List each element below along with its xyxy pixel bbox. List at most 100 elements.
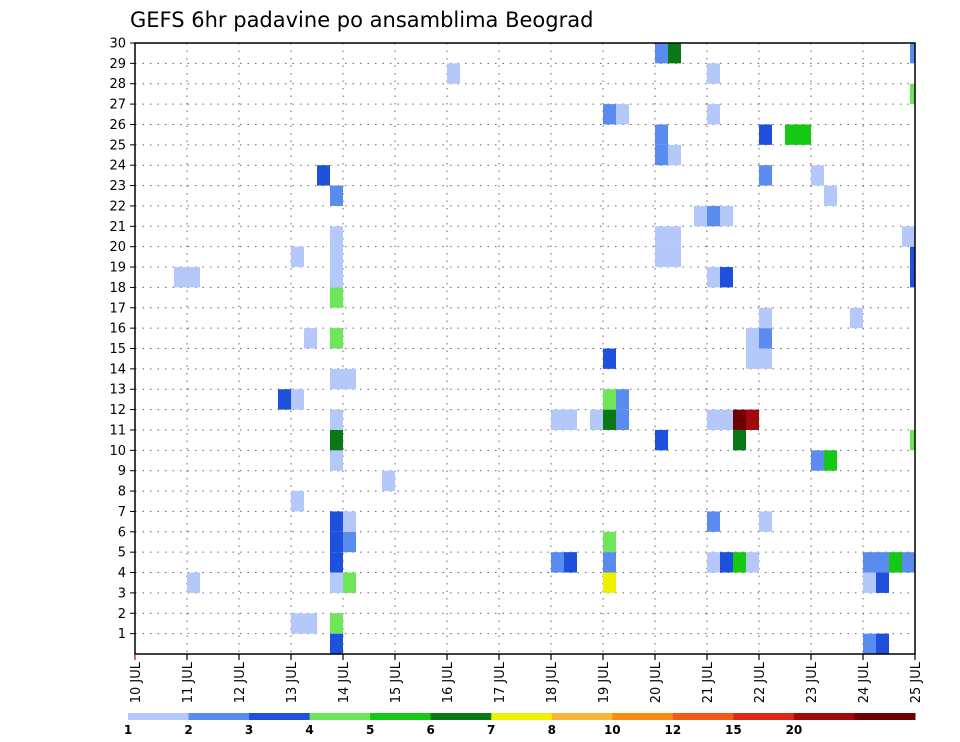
heatmap-cell — [707, 104, 720, 125]
y-tick-label: 7 — [118, 505, 126, 520]
heatmap-cell — [720, 267, 733, 288]
heatmap-cell — [655, 124, 668, 145]
heatmap-cell — [655, 43, 668, 64]
heatmap-cell — [343, 572, 356, 593]
heatmap-cell — [330, 450, 343, 471]
colorbar-label: 15 — [725, 723, 742, 737]
heatmap-cell — [694, 205, 707, 227]
heatmap-cell — [551, 552, 564, 573]
x-tick-label: 16 JUL — [441, 661, 456, 703]
colorbar-label: 3 — [245, 723, 253, 737]
heatmap-cell — [603, 409, 616, 430]
heatmap-cell — [616, 104, 629, 125]
colorbar-swatch — [551, 713, 613, 720]
y-tick-label: 8 — [118, 485, 126, 500]
heatmap-cell — [603, 348, 616, 369]
x-tick-label: 17 JUL — [493, 661, 508, 703]
x-tick-label: 19 JUL — [597, 661, 612, 703]
heatmap-cell — [811, 165, 824, 186]
heatmap-cell — [707, 552, 720, 573]
heatmap-cell — [876, 552, 889, 573]
colorbar-swatch — [672, 713, 734, 720]
colorbar-swatch — [128, 713, 190, 720]
y-tick-label: 21 — [109, 220, 126, 235]
heatmap-cell — [824, 185, 837, 206]
x-axis: 10 JUL 11 JUL 12 JUL 13 JUL 14 JUL 15 JUL 16 J… — [129, 654, 924, 703]
heatmap-cell — [733, 429, 746, 451]
colorbar-swatch — [854, 713, 916, 720]
heatmap-cell — [889, 552, 902, 573]
heatmap-cell — [343, 531, 356, 553]
heatmap-cell — [759, 307, 772, 329]
heatmap-cell — [811, 450, 824, 471]
heatmap-cell — [759, 328, 772, 349]
heatmap-cell — [910, 83, 915, 105]
colorbar-label: 2 — [184, 723, 192, 737]
heatmap-cell — [330, 409, 343, 430]
colorbar-swatch — [612, 713, 674, 720]
heatmap-cell — [863, 633, 876, 654]
heatmap-cell — [759, 124, 772, 145]
colorbar-label: 20 — [786, 723, 803, 737]
heatmap-cell — [174, 267, 187, 288]
heatmap-cell — [330, 531, 343, 553]
colorbar-swatch — [188, 713, 250, 720]
heatmap-cell — [850, 307, 863, 329]
heatmap-cell — [902, 552, 915, 573]
y-tick-label: 26 — [109, 118, 126, 133]
heatmap-cells — [174, 43, 915, 654]
heatmap-cell — [655, 429, 668, 451]
heatmap-cell — [824, 450, 837, 471]
heatmap-cell — [330, 572, 343, 593]
x-tick-label: 22 JUL — [753, 661, 768, 703]
heatmap-cell — [759, 165, 772, 186]
heatmap-cell — [668, 246, 681, 268]
heatmap-cell — [603, 531, 616, 553]
heatmap-cell — [707, 267, 720, 288]
x-tick-label: 21 JUL — [701, 661, 716, 703]
x-tick-label: 12 JUL — [233, 661, 248, 703]
heatmap-cell — [876, 633, 889, 654]
y-tick-label: 15 — [109, 342, 126, 357]
colorbar-label: 5 — [366, 723, 374, 737]
colorbar-swatch — [370, 713, 432, 720]
heatmap-cell — [603, 104, 616, 125]
heatmap-cell — [720, 552, 733, 573]
heatmap-cell — [707, 409, 720, 430]
y-axis: 1234567891011121314151617181920212223242… — [109, 37, 135, 642]
heatmap-cell — [746, 552, 759, 573]
x-tick-label: 14 JUL — [337, 661, 352, 703]
y-tick-label: 2 — [118, 607, 126, 622]
heatmap-cell — [746, 328, 759, 349]
heatmap-cell — [343, 511, 356, 532]
heatmap-cell — [910, 267, 915, 288]
x-tick-label: 24 JUL — [857, 661, 872, 703]
y-tick-label: 3 — [118, 586, 126, 601]
heatmap-cell — [668, 144, 681, 166]
heatmap-cell — [759, 348, 772, 369]
colorbar-label: 10 — [604, 723, 621, 737]
heatmap-cell — [330, 328, 343, 349]
heatmap-cell — [707, 63, 720, 84]
y-tick-label: 4 — [118, 566, 126, 581]
x-tick-label: 11 JUL — [181, 661, 196, 703]
colorbar-label: 8 — [548, 723, 556, 737]
x-tick-label: 20 JUL — [649, 661, 664, 703]
heatmap-cell — [330, 226, 343, 247]
heatmap-cell — [746, 348, 759, 369]
heatmap-cell — [876, 572, 889, 593]
heatmap-cell — [785, 124, 798, 145]
heatmap-cell — [746, 409, 759, 430]
colorbar-swatch — [793, 713, 855, 720]
heatmap-cell — [720, 205, 733, 227]
heatmap-cell — [910, 246, 915, 268]
heatmap-cell — [603, 389, 616, 410]
heatmap-cell — [590, 409, 603, 430]
y-tick-label: 5 — [118, 546, 126, 561]
y-tick-label: 22 — [109, 199, 126, 214]
y-tick-label: 13 — [109, 383, 126, 398]
y-tick-label: 16 — [109, 322, 126, 337]
heatmap-cell — [564, 409, 577, 430]
y-tick-label: 6 — [118, 525, 126, 540]
heatmap-cell — [291, 389, 304, 410]
